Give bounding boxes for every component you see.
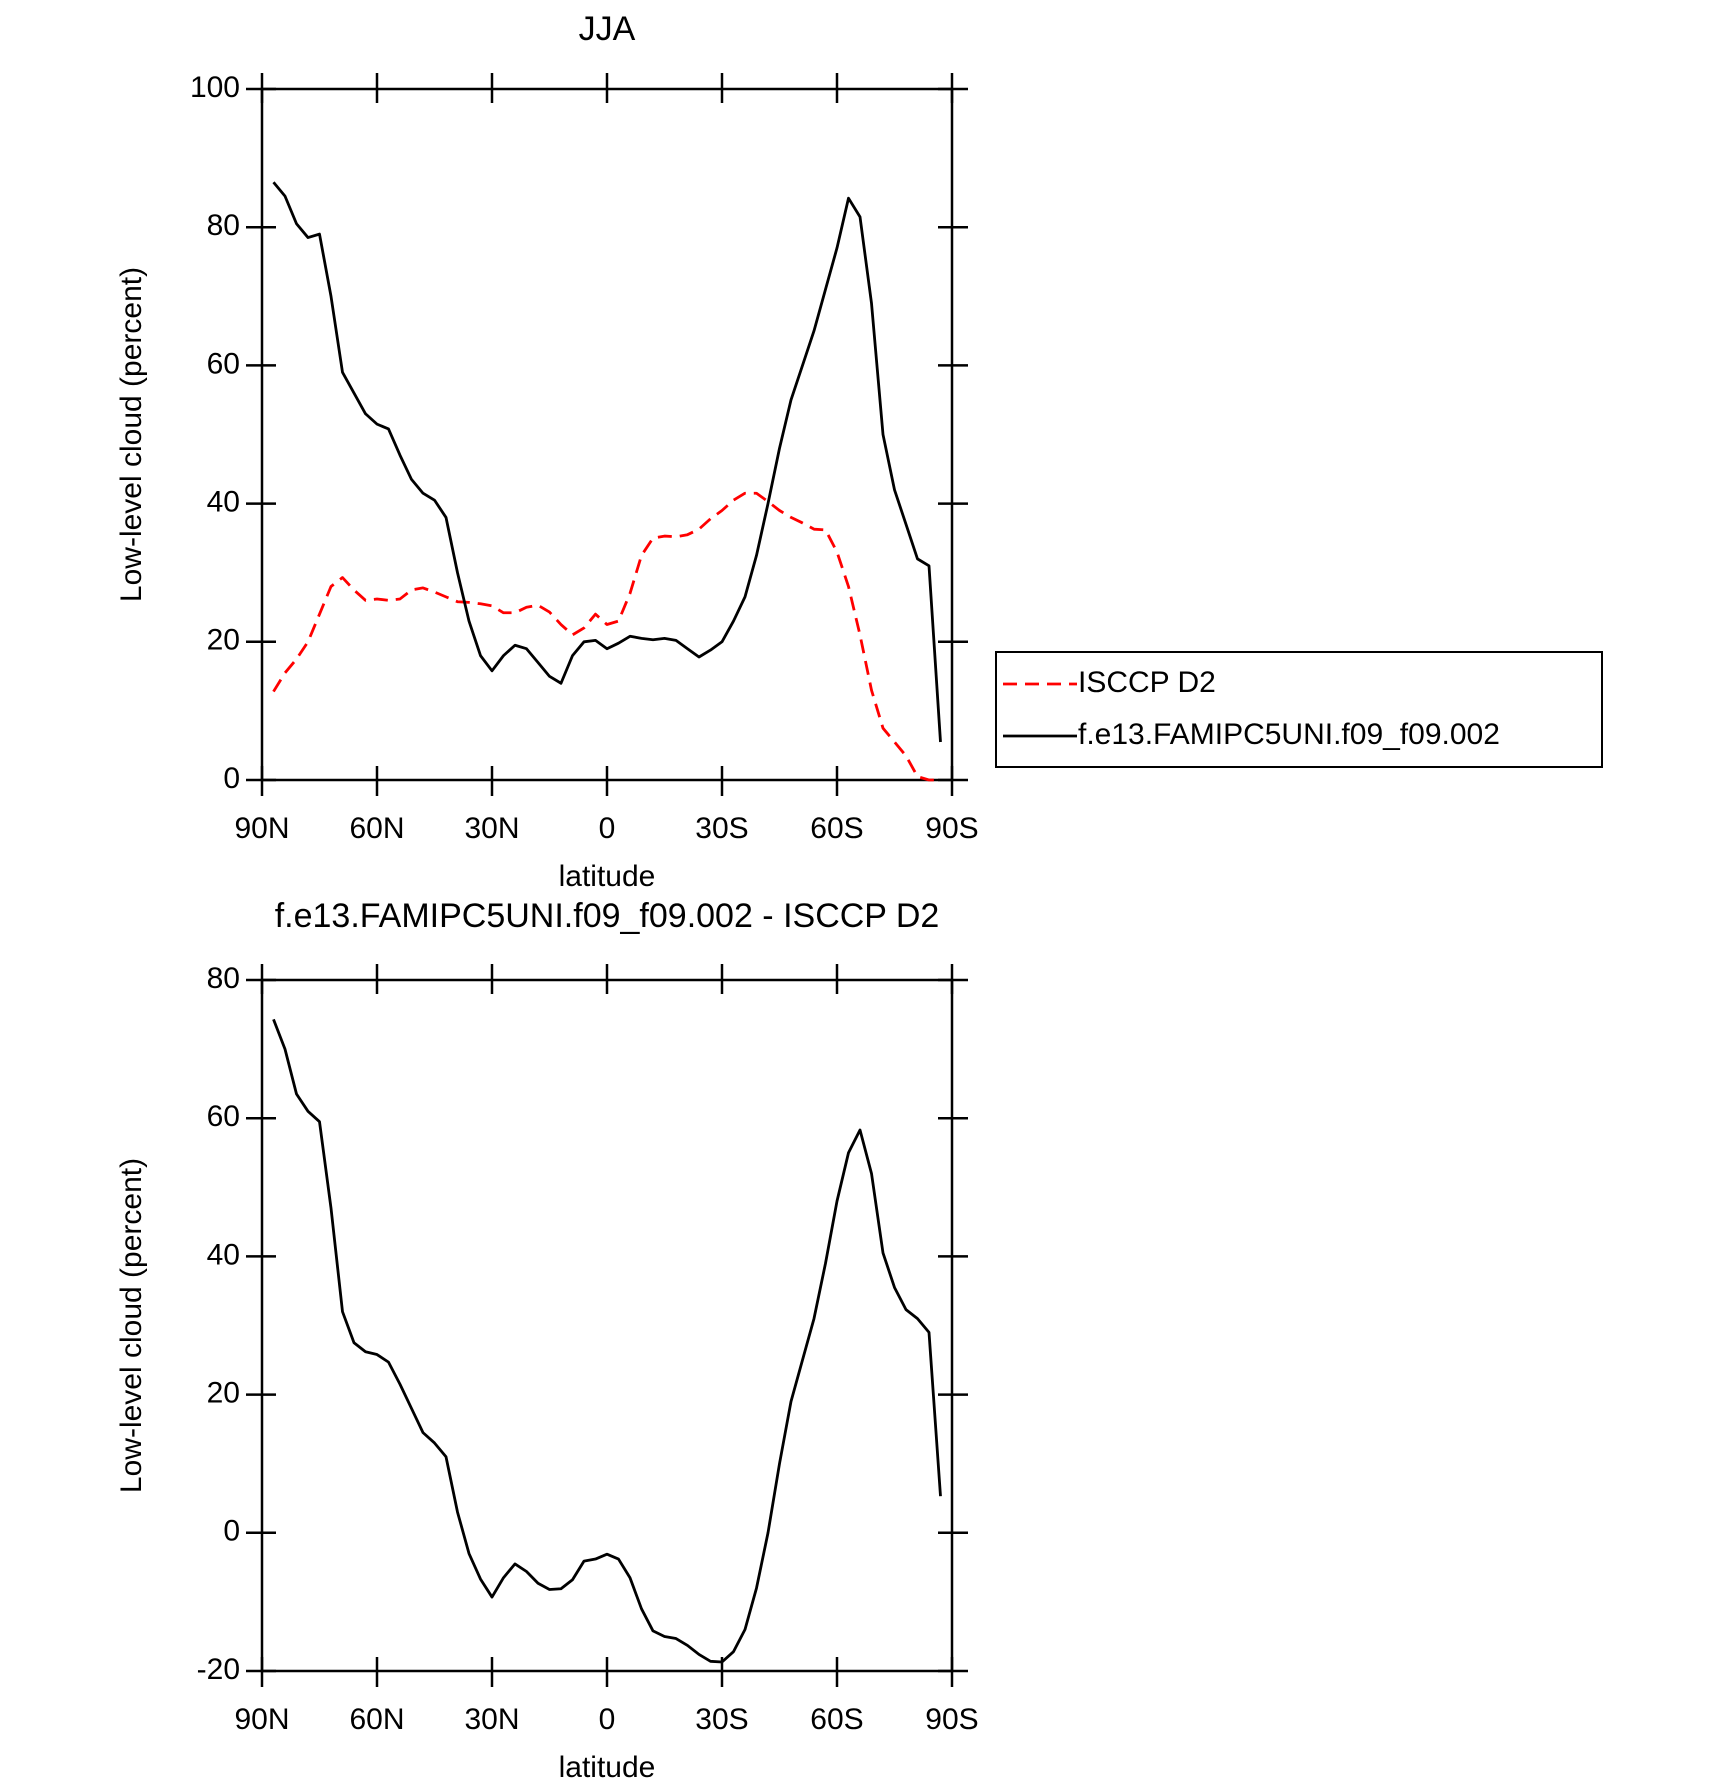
y-tick-label: 20 <box>207 1377 240 1410</box>
x-tick-label: 0 <box>599 812 616 845</box>
x-tick-label: 60N <box>349 1703 404 1736</box>
legend-label: ISCCP D2 <box>1078 666 1216 699</box>
x-tick-label: 30N <box>464 1703 519 1736</box>
x-axis-label: latitude <box>559 860 656 893</box>
x-tick-label: 90S <box>925 1703 978 1736</box>
plot-frame <box>260 978 954 1673</box>
x-tick-label: 30S <box>695 1703 748 1736</box>
data-line <box>272 181 942 743</box>
x-tick-label: 30N <box>464 812 519 845</box>
x-tick-label: 30S <box>695 812 748 845</box>
y-tick-label: -20 <box>197 1653 240 1686</box>
y-tick-label: 80 <box>207 209 240 242</box>
y-tick-label: 60 <box>207 347 240 380</box>
plot-frame <box>260 87 954 782</box>
x-axis-label: latitude <box>559 1751 656 1784</box>
data-line <box>272 491 941 782</box>
y-tick-label: 80 <box>207 962 240 995</box>
y-tick-label: 0 <box>223 762 240 795</box>
y-axis-label: Low-level cloud (percent) <box>115 1158 148 1493</box>
y-tick-label: 20 <box>207 624 240 657</box>
data-line <box>272 1018 942 1664</box>
x-tick-label: 0 <box>599 1703 616 1736</box>
y-tick-label: 60 <box>207 1100 240 1133</box>
chart-title: JJA <box>579 10 636 48</box>
y-axis-label: Low-level cloud (percent) <box>115 267 148 602</box>
legend-box <box>995 651 1603 768</box>
x-tick-label: 90N <box>234 812 289 845</box>
y-tick-label: 40 <box>207 486 240 519</box>
y-tick-label: 0 <box>223 1515 240 1548</box>
x-tick-label: 60S <box>810 812 863 845</box>
x-tick-label: 90S <box>925 812 978 845</box>
y-tick-label: 40 <box>207 1238 240 1271</box>
legend-label: f.e13.FAMIPC5UNI.f09_f09.002 <box>1078 718 1500 751</box>
x-tick-label: 60N <box>349 812 404 845</box>
chart-title: f.e13.FAMIPC5UNI.f09_f09.002 - ISCCP D2 <box>275 897 940 935</box>
y-tick-label: 100 <box>190 71 240 104</box>
x-tick-label: 90N <box>234 1703 289 1736</box>
x-tick-label: 60S <box>810 1703 863 1736</box>
